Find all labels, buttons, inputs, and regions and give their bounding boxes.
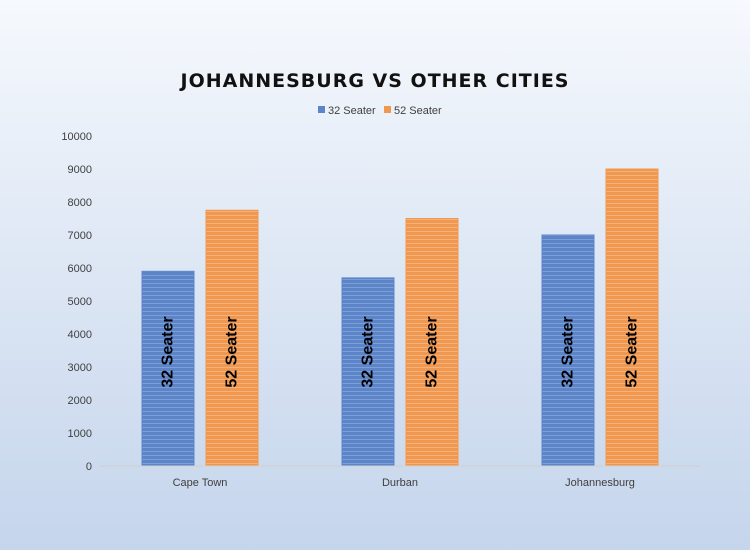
bar-data-label: 32 Seater bbox=[560, 316, 577, 387]
legend-label: 52 Seater bbox=[394, 105, 442, 117]
bar-data-label: 52 Seater bbox=[424, 316, 441, 387]
chart-legend: 32 Seater 52 Seater bbox=[318, 105, 442, 117]
bar-data-label: 32 Seater bbox=[360, 316, 377, 387]
y-tick-label: 1000 bbox=[68, 428, 92, 440]
bar-52-seater bbox=[605, 168, 659, 467]
y-tick-label: 4000 bbox=[68, 329, 92, 341]
bar-52-seater bbox=[205, 209, 259, 467]
y-tick-label: 10000 bbox=[61, 131, 92, 143]
x-category-label: Cape Town bbox=[173, 477, 228, 489]
bar-data-label: 52 Seater bbox=[624, 316, 641, 387]
y-tick-label: 9000 bbox=[68, 164, 92, 176]
bar-32-seater bbox=[541, 234, 595, 467]
chart-title: JOHANNESBURG VS OTHER CITIES bbox=[179, 70, 570, 92]
y-axis: 0 1000 2000 3000 4000 5000 6000 7000 8000 9000 100… bbox=[61, 131, 92, 473]
bar-32-seater bbox=[141, 270, 195, 467]
y-tick-label: 3000 bbox=[68, 362, 92, 374]
y-tick-label: 8000 bbox=[68, 197, 92, 209]
bars-group: 32 Seater 52 Seater 32 Seater 52 Seater 32 S… bbox=[141, 168, 659, 467]
y-tick-label: 0 bbox=[86, 461, 92, 473]
legend-swatch bbox=[384, 106, 391, 113]
bar-data-label: 32 Seater bbox=[160, 316, 177, 387]
y-tick-label: 6000 bbox=[68, 263, 92, 275]
bar-52-seater bbox=[405, 218, 459, 467]
x-category-label: Johannesburg bbox=[565, 477, 635, 489]
bar-data-label: 52 Seater bbox=[224, 316, 241, 387]
legend-label: 32 Seater bbox=[328, 105, 376, 117]
legend-swatch bbox=[318, 106, 325, 113]
bar-32-seater bbox=[341, 277, 395, 467]
y-tick-label: 2000 bbox=[68, 395, 92, 407]
x-category-label: Durban bbox=[382, 477, 418, 489]
y-tick-label: 5000 bbox=[68, 296, 92, 308]
y-tick-label: 7000 bbox=[68, 230, 92, 242]
x-axis: Cape Town Durban Johannesburg bbox=[100, 465, 700, 489]
